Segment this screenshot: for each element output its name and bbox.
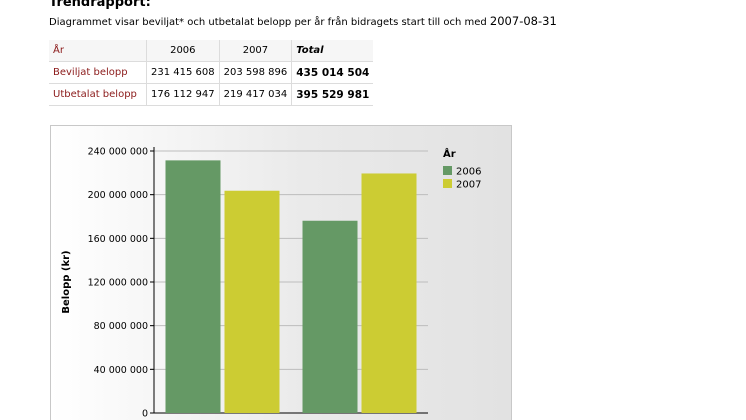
y-tick-label: 0 — [142, 409, 148, 420]
bar-2006-utbetalat — [302, 220, 358, 413]
report-date: 2007-08-31 — [489, 14, 557, 28]
col-header-2007: 2007 — [219, 40, 293, 62]
cell-utbetalat-total: 395 529 981 — [291, 83, 374, 106]
bar-2006-beviljat — [165, 160, 221, 413]
legend-label-2007: 2007 — [456, 180, 481, 191]
table-row: Utbetalat belopp 176 112 947 219 417 034… — [49, 83, 374, 106]
cell-beviljat-2007: 203 598 896 — [219, 61, 293, 84]
legend-title: År — [443, 147, 456, 160]
legend-swatch-2007 — [443, 179, 452, 188]
cell-beviljat-total: 435 014 504 — [291, 61, 374, 84]
subtitle-text: Diagrammet visar beviljat* och utbetalat… — [49, 17, 487, 28]
page-subtitle: Diagrammet visar beviljat* och utbetalat… — [49, 14, 557, 28]
page-title: Trendrapport: — [49, 0, 151, 10]
chart-panel: 0 40 000 000 80 000 000 120 000 000 160 000 … — [50, 125, 512, 420]
cell-utbetalat-2007: 219 417 034 — [219, 83, 293, 106]
table-corner-label: År — [49, 40, 147, 62]
y-tick-label: 40 000 000 — [94, 365, 148, 376]
cell-beviljat-2006: 231 415 608 — [146, 61, 220, 84]
table-header-row: År 2006 2007 Total — [49, 40, 374, 62]
legend-label-2006: 2006 — [456, 167, 481, 178]
bar-chart: 0 40 000 000 80 000 000 120 000 000 160 000 … — [61, 147, 481, 420]
y-tick-label: 80 000 000 — [94, 321, 148, 332]
y-tick-label: 120 000 000 — [88, 278, 148, 289]
cell-utbetalat-2006: 176 112 947 — [146, 83, 220, 106]
y-axis-label: Belopp (kr) — [61, 250, 72, 313]
bar-2007-utbetalat — [361, 173, 417, 413]
y-tick-label: 240 000 000 — [88, 147, 148, 158]
col-header-2006: 2006 — [146, 40, 220, 62]
table-row: Beviljat belopp 231 415 608 203 598 896 … — [49, 61, 374, 84]
col-header-total: Total — [291, 40, 374, 62]
legend-swatch-2006 — [443, 166, 452, 175]
bar-2007-beviljat — [224, 190, 280, 413]
row-label-beviljat: Beviljat belopp — [49, 61, 147, 84]
row-label-utbetalat: Utbetalat belopp — [49, 83, 147, 106]
y-tick-label: 200 000 000 — [88, 190, 148, 201]
summary-table: År 2006 2007 Total Beviljat belopp 231 4… — [49, 40, 374, 106]
y-tick-label: 160 000 000 — [88, 234, 148, 245]
